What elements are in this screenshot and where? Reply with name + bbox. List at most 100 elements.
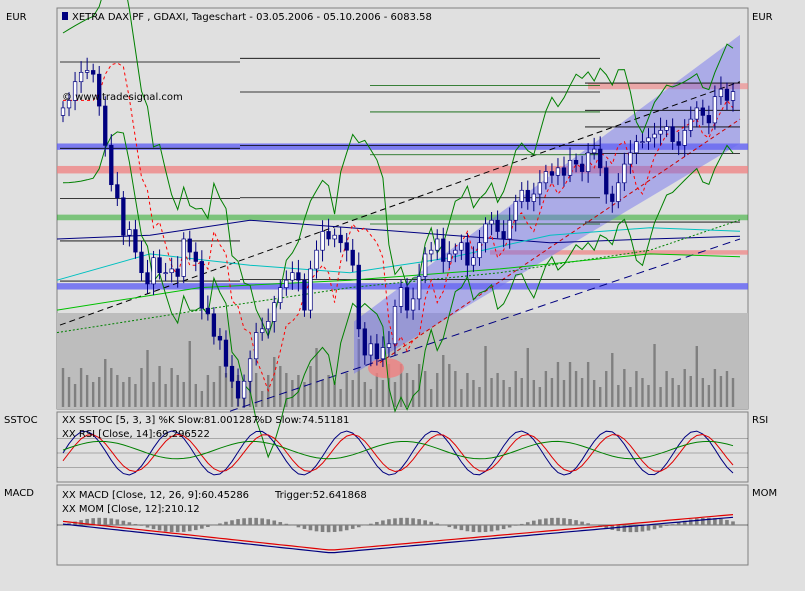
momentum-bar <box>206 525 210 528</box>
volume-bar <box>158 366 161 407</box>
candle-body <box>495 219 500 232</box>
volume-bar <box>502 380 505 407</box>
candle-body <box>386 343 392 348</box>
candle-body <box>489 219 494 225</box>
volume-bar <box>200 391 204 407</box>
price-zone <box>57 214 748 221</box>
price-zone <box>57 165 748 174</box>
momentum-bar <box>719 518 723 525</box>
momentum-bar <box>405 517 409 525</box>
volume-bar <box>605 371 608 407</box>
volume-bar <box>454 371 457 407</box>
volume-bar <box>164 384 167 407</box>
candle-body <box>350 249 355 266</box>
stoch-legend: XX SSTOC [5, 3, 3] %K Slow:81.001287 <box>62 415 258 426</box>
volume-bar <box>556 362 560 407</box>
momentum-bar <box>616 525 621 532</box>
candle-body <box>193 251 198 262</box>
momentum-bar <box>320 525 325 532</box>
momentum-bar <box>344 525 349 531</box>
candle-body <box>718 88 724 98</box>
volume-bar <box>707 385 711 407</box>
candle-body <box>435 238 440 251</box>
candle-body <box>380 347 386 360</box>
candle-body <box>543 171 549 184</box>
volume-bar <box>671 378 674 407</box>
candle-body <box>326 231 331 240</box>
candle-body <box>459 242 464 251</box>
candle-body <box>266 320 271 330</box>
volume-bar <box>629 387 632 407</box>
momentum-bar <box>532 520 536 525</box>
candle-body <box>235 380 241 399</box>
candle-body <box>525 189 530 202</box>
momentum-bar <box>224 521 228 525</box>
candle-body <box>567 159 573 176</box>
momentum-bar <box>375 521 379 525</box>
candle-body <box>670 126 675 142</box>
candle-body <box>507 219 512 240</box>
candle-body <box>537 182 542 195</box>
candle-body <box>229 365 235 382</box>
volume-bar <box>146 350 149 407</box>
momentum-bar <box>103 517 108 525</box>
bollinger-upper <box>62 0 734 338</box>
candle-body <box>676 141 681 146</box>
momentum-bar <box>393 518 397 525</box>
macd-label: MACD <box>4 488 34 499</box>
momentum-bar <box>242 518 246 525</box>
candle-body <box>465 242 470 266</box>
momentum-bar <box>236 519 240 525</box>
candle-body <box>555 167 561 176</box>
bollinger-mid <box>63 62 734 393</box>
candle-body <box>241 380 247 399</box>
candle-body <box>604 167 609 195</box>
momentum-bar <box>381 520 385 525</box>
candle-body <box>640 141 645 143</box>
momentum-bar <box>266 519 271 525</box>
candle-body <box>72 81 78 101</box>
volume-bar <box>303 382 306 407</box>
volume-bar <box>472 380 475 407</box>
price-zone <box>588 83 748 90</box>
volume-bar <box>647 385 650 407</box>
volume-bar <box>176 375 179 407</box>
candle-body <box>610 193 615 202</box>
volume-bar <box>599 387 602 407</box>
sma200-line <box>56 219 741 334</box>
momentum-bar <box>562 518 566 525</box>
volume-bar <box>653 344 656 407</box>
volume-bar <box>586 362 590 407</box>
momentum-bar <box>326 525 331 533</box>
candle-body <box>374 343 380 360</box>
candle-body <box>585 152 591 172</box>
volume-bar <box>520 378 523 407</box>
candle-body <box>151 257 156 285</box>
volume-bar <box>623 369 626 407</box>
candle-body <box>410 298 416 311</box>
candle-body <box>441 238 446 262</box>
candle-body <box>356 264 361 330</box>
candle-body <box>658 130 663 135</box>
volume-bar <box>61 368 65 407</box>
momentum-bar <box>670 524 675 525</box>
momentum-bar <box>568 518 572 525</box>
volume-bar <box>442 355 445 407</box>
momentum-bar <box>707 517 711 525</box>
momentum-bar <box>731 521 735 525</box>
momentum-bar <box>85 518 89 525</box>
candle-body <box>682 130 687 146</box>
volume-bar <box>478 387 481 407</box>
candle-body <box>133 229 138 253</box>
candle-body <box>199 261 204 309</box>
macd-momentum-lines <box>57 514 748 554</box>
candle-body <box>398 287 404 307</box>
candle-body <box>477 242 482 259</box>
lower-trendline <box>229 238 741 412</box>
macd-legend: XX MACD [Close, 12, 26, 9]:60.45286 <box>62 490 249 501</box>
momentum-bar <box>429 521 433 525</box>
candle-body <box>60 107 66 116</box>
momentum-bar <box>525 522 530 525</box>
momentum-bar <box>278 522 283 525</box>
momentum-bar <box>550 517 554 525</box>
